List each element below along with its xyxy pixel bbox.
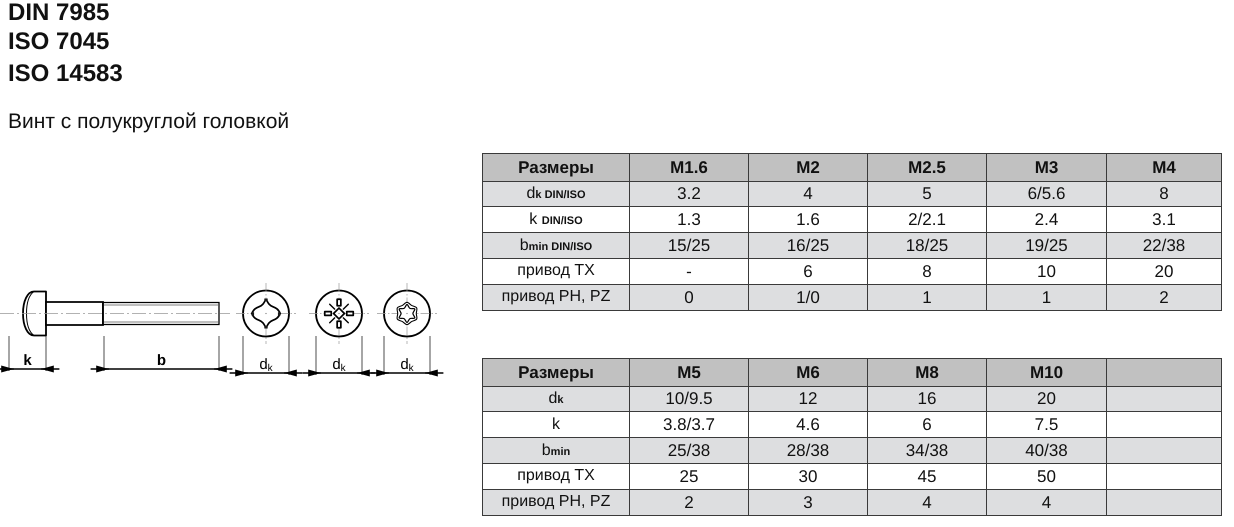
svg-text:dk: dk — [259, 356, 273, 374]
svg-text:dk: dk — [332, 356, 346, 374]
svg-text:dk: dk — [400, 356, 414, 374]
svg-text:k: k — [23, 352, 32, 369]
svg-text:b: b — [157, 352, 166, 369]
